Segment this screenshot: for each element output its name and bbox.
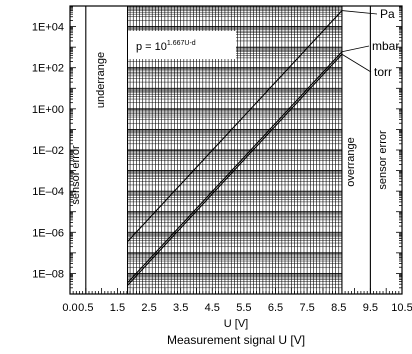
y-tick-label: 1E+00 xyxy=(32,104,64,116)
x-tick-label: 0.0 xyxy=(62,302,77,314)
y-tick-label: 1E–06 xyxy=(32,227,64,239)
chart-caption: Measurement signal U [V] xyxy=(167,333,305,347)
underrange-label: underrange xyxy=(95,52,107,108)
axis-ticks: 0.0 0.5 1.5 2.5 3.5 4.5 5.5 6.5 7.5 8.5 9.5 10.5 1E+… xyxy=(32,6,412,314)
sensor-error-high-label: sensor error xyxy=(377,130,389,190)
y-tick-label: 1E–04 xyxy=(32,186,64,198)
series-label-torr: torr xyxy=(374,65,392,79)
x-tick-label: 1.5 xyxy=(110,302,125,314)
y-tick-label: 1E+02 xyxy=(32,63,64,75)
y-tick-label: 1E–08 xyxy=(32,268,64,280)
x-tick-label: 9.5 xyxy=(363,302,378,314)
overrange-label: overrange xyxy=(345,137,357,187)
x-tick-label: 2.5 xyxy=(141,302,156,314)
y-tick-label: 1E–02 xyxy=(32,145,64,157)
y-tick-label: 1E+04 xyxy=(32,22,64,34)
x-tick-label: 5.5 xyxy=(236,302,251,314)
formula-box xyxy=(128,31,236,59)
series-line-Pa xyxy=(127,10,343,242)
series-leader-mbar xyxy=(341,45,370,53)
x-tick-label: 0.5 xyxy=(78,302,93,314)
series-leader-Pa xyxy=(341,10,378,15)
series-label-mbar: mbar xyxy=(372,39,399,53)
x-tick-label: 6.5 xyxy=(268,302,283,314)
series-leader-torr xyxy=(341,53,372,73)
x-axis-label: U [V] xyxy=(224,318,248,330)
series-line-torr xyxy=(127,53,343,286)
x-tick-label: 10.5 xyxy=(391,302,412,314)
grid xyxy=(85,6,371,295)
sensor-error-low-label: sensor error xyxy=(70,145,82,205)
curves: Pa mbar torr xyxy=(127,7,399,286)
series-line-mbar xyxy=(127,51,343,284)
x-tick-label: 8.5 xyxy=(331,302,346,314)
series-label-Pa: Pa xyxy=(380,7,395,21)
x-tick-label: 3.5 xyxy=(173,302,188,314)
formula: p = 101.667U-d xyxy=(136,40,196,53)
x-tick-label: 4.5 xyxy=(205,302,220,314)
x-tick-label: 7.5 xyxy=(299,302,314,314)
